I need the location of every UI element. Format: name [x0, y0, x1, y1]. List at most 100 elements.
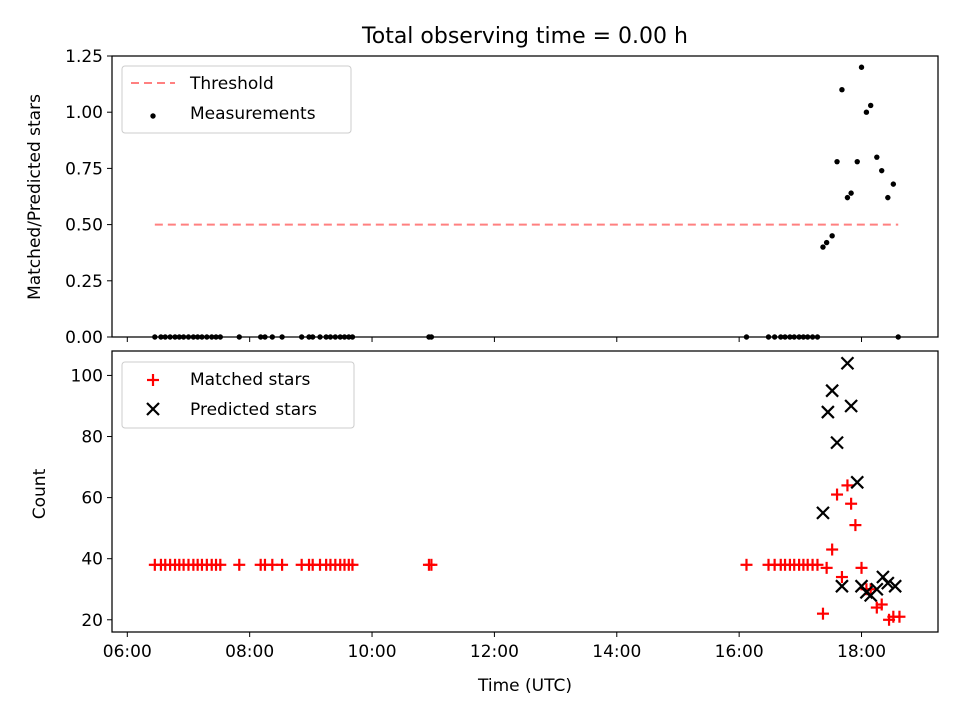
measurement-point — [890, 181, 897, 187]
predicted-legend-marker — [146, 402, 160, 416]
measurement-point — [332, 334, 339, 340]
top-y-tick-label: 0.50 — [65, 216, 103, 236]
measurement-point — [185, 334, 192, 340]
measurement-point — [269, 334, 276, 340]
measurement-point — [771, 334, 778, 340]
top-legend-box — [121, 65, 352, 134]
bottom-y-tick-label: 80 — [81, 428, 103, 448]
measurement-point — [158, 334, 164, 340]
bottom-x-tick-label: 10:00 — [348, 642, 397, 662]
measurement-point — [204, 334, 210, 340]
measurement-point — [858, 64, 865, 70]
measurement-point — [791, 334, 797, 340]
matched-star-point — [849, 519, 862, 532]
matched-legend-label: Matched stars — [190, 370, 310, 390]
top-y-ticks: 0.00 0.25 0.50 0.75 1.00 1.25 — [65, 47, 112, 348]
measurement-point — [800, 334, 807, 340]
matched-star-point — [820, 561, 833, 574]
measurement-point — [839, 87, 845, 93]
predicted-star-point — [821, 405, 835, 419]
measurement-point — [823, 239, 830, 246]
top-y-tick-label: 0.00 — [65, 328, 103, 348]
matched-star-point — [855, 561, 868, 574]
measurement-point — [820, 244, 826, 250]
matched-star-point — [841, 479, 854, 492]
predicted-star-point — [840, 356, 855, 370]
top-panel: 0.00 0.25 0.50 0.75 1.00 1.25 Matched/Predict… — [25, 47, 939, 348]
measurements-legend-marker — [150, 113, 156, 119]
measurement-point — [879, 167, 885, 174]
matched-star-point — [816, 607, 829, 620]
top-y-tick-label: 0.75 — [65, 159, 103, 179]
measurement-point — [428, 334, 435, 340]
measurement-point — [765, 334, 772, 340]
top-y-axis-label: Matched/Predicted stars — [25, 94, 45, 300]
bottom-x-tick-label: 08:00 — [225, 642, 274, 662]
measurement-point — [257, 334, 264, 340]
predicted-star-point — [881, 576, 895, 590]
matched-star-point — [826, 543, 839, 556]
measurement-point — [190, 334, 197, 340]
measurement-point — [213, 334, 219, 340]
measurement-points-group — [152, 64, 901, 340]
measurement-point — [194, 334, 201, 340]
bottom-x-ticks: 06:00 08:00 10:00 12:00 14:00 16:00 18:00 — [103, 632, 886, 662]
measurement-point — [341, 334, 348, 340]
matched-star-point — [214, 558, 227, 571]
measurement-point — [327, 334, 334, 340]
bottom-x-tick-label: 14:00 — [592, 642, 641, 662]
measurement-point — [337, 334, 343, 340]
matched-points-group — [148, 479, 906, 626]
predicted-star-point — [888, 579, 902, 593]
bottom-y-tick-label: 20 — [81, 611, 103, 631]
top-y-tick-label: 1.25 — [65, 47, 103, 67]
measurement-point — [796, 334, 802, 340]
measurement-point — [848, 190, 854, 196]
measurement-point — [814, 334, 821, 340]
matched-star-point — [233, 558, 246, 571]
bottom-y-ticks: 20 40 60 80 100 — [71, 366, 112, 631]
top-y-tick-label: 0.25 — [65, 272, 103, 292]
measurement-point — [844, 194, 851, 201]
measurement-point — [209, 334, 215, 340]
measurement-point — [152, 334, 158, 340]
measurement-point — [309, 334, 316, 340]
measurement-point — [298, 334, 305, 340]
top-plot-area — [111, 55, 939, 338]
matched-star-point — [893, 610, 906, 623]
measurement-point — [778, 334, 784, 340]
measurement-point — [782, 334, 788, 340]
measurement-point — [787, 334, 793, 340]
predicted-star-point — [844, 399, 858, 413]
matched-star-point — [346, 558, 359, 571]
measurement-point — [854, 158, 860, 165]
bottom-x-tick-label: 12:00 — [470, 642, 519, 662]
measurement-point — [162, 334, 168, 340]
matched-star-point — [835, 571, 848, 584]
measurement-point — [172, 334, 178, 340]
predicted-star-point — [835, 579, 849, 593]
measurement-point — [199, 334, 205, 340]
top-legend: Threshold Measurements — [121, 65, 352, 134]
predicted-star-point — [830, 435, 844, 450]
predicted-points-group — [816, 356, 902, 603]
chart-title: Total observing time = 0.00 h — [361, 24, 688, 49]
matched-legend-marker — [147, 374, 159, 386]
measurements-legend-label: Measurements — [190, 104, 316, 124]
top-y-tick-label: 1.00 — [65, 103, 103, 123]
measurement-point — [217, 334, 223, 340]
measurement-point — [262, 334, 268, 340]
matched-star-point — [276, 558, 289, 571]
measurement-point — [167, 334, 173, 340]
measurement-point — [863, 109, 870, 115]
measurement-point — [809, 334, 816, 340]
bottom-legend: Matched stars Predicted stars — [121, 361, 355, 429]
x-axis-label: Time (UTC) — [477, 676, 572, 696]
measurement-point — [804, 334, 811, 340]
measurement-point — [349, 334, 356, 340]
measurement-point — [885, 194, 891, 201]
matched-star-point — [875, 598, 888, 611]
measurement-point — [236, 334, 242, 340]
matched-star-point — [740, 558, 753, 571]
bottom-y-tick-label: 40 — [81, 550, 103, 570]
